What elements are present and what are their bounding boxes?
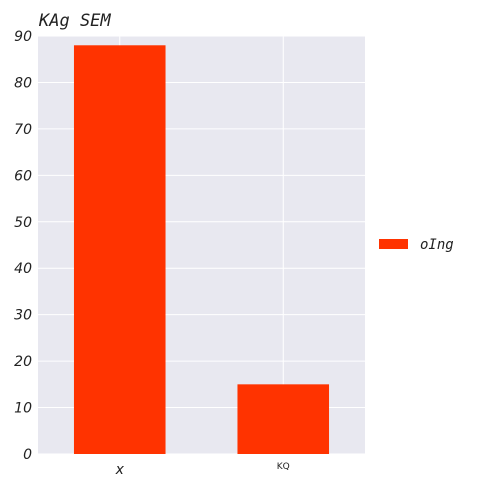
legend: oIng <box>379 237 454 253</box>
bar-x <box>73 45 166 455</box>
y-tick-label: 0 <box>23 447 32 463</box>
legend-label-oIng: oIng <box>420 237 454 253</box>
y-tick-label: 90 <box>14 29 32 45</box>
bar-KQ <box>237 384 330 454</box>
y-tick-label: 30 <box>14 308 32 324</box>
y-tick-label: 80 <box>14 75 32 91</box>
y-tick-label: 50 <box>14 215 32 231</box>
y-tick-label: 20 <box>14 354 32 370</box>
x-axis-ticks: x KQ <box>115 462 290 478</box>
x-tick-label: x <box>115 462 125 478</box>
y-tick-label: 10 <box>14 401 32 417</box>
y-tick-label: 40 <box>14 261 32 277</box>
x-tick-label: KQ <box>277 462 290 472</box>
chart-title: KAg SEM <box>38 11 111 31</box>
legend-swatch-oIng <box>379 239 408 249</box>
bars <box>73 45 330 455</box>
y-axis-ticks: 0 10 20 30 40 50 60 70 80 90 <box>14 29 32 463</box>
y-tick-label: 70 <box>14 122 32 138</box>
y-tick-label: 60 <box>14 168 32 184</box>
